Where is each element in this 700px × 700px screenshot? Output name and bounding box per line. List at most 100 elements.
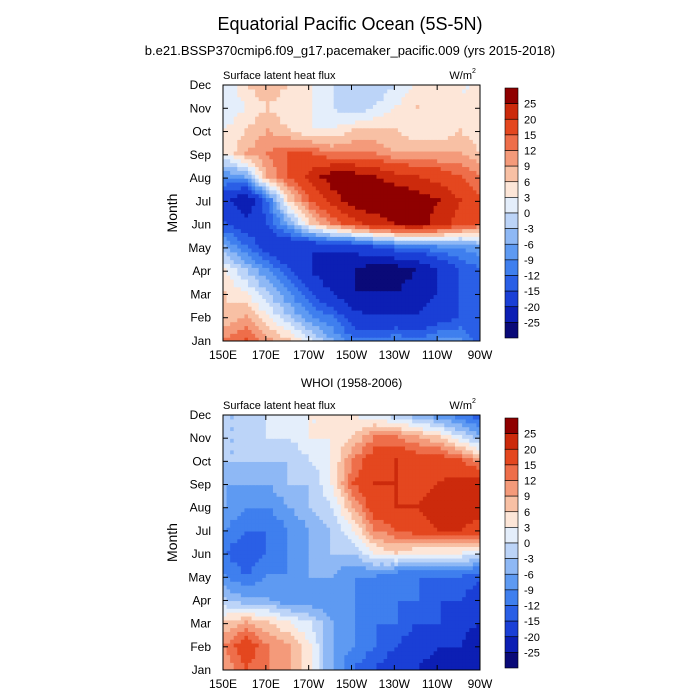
heatmap-cell (322, 275, 328, 280)
heatmap-cell (462, 123, 467, 129)
heatmap-cell (380, 240, 385, 245)
heatmap-cell (476, 193, 480, 199)
heatmap-cell (322, 317, 328, 323)
heatmap-cell (344, 271, 349, 276)
heatmap-cell (272, 158, 278, 164)
heatmap-cell (322, 108, 328, 113)
heatmap-cell (394, 317, 399, 323)
heatmap-cell (283, 178, 288, 183)
heatmap-cell (276, 321, 281, 327)
heatmap-cell (326, 127, 331, 133)
heatmap-cell (351, 213, 356, 218)
heatmap-cell (397, 205, 403, 210)
heatmap-cell (244, 135, 249, 140)
heatmap-cell (308, 337, 313, 341)
heatmap-cell (355, 228, 360, 233)
heatmap-cell (237, 313, 242, 319)
heatmap-cell (415, 247, 420, 253)
heatmap-cell (280, 236, 285, 241)
heatmap-cell (419, 662, 424, 667)
heatmap-cell (437, 147, 442, 152)
heatmap-cell (444, 282, 449, 288)
heatmap-cell (469, 325, 474, 330)
heatmap-cell (262, 321, 267, 327)
heatmap-cell (419, 313, 424, 319)
heatmap-cell (447, 236, 453, 241)
heatmap-cell (262, 135, 267, 140)
heatmap-cell (462, 325, 467, 330)
heatmap-cell (444, 197, 449, 202)
heatmap-cell (390, 108, 395, 113)
heatmap-cell (330, 282, 335, 288)
heatmap-cell (469, 131, 474, 137)
heatmap-cell (401, 306, 406, 311)
heatmap-cell (394, 224, 399, 230)
heatmap-cell (472, 205, 478, 210)
heatmap-cell (312, 154, 317, 160)
heatmap-cell (305, 220, 310, 226)
heatmap-cell (308, 306, 313, 311)
heatmap-cell (401, 189, 406, 195)
heatmap-cell (272, 306, 278, 311)
heatmap-cell (415, 313, 420, 319)
heatmap-cell (376, 147, 381, 152)
heatmap-cell (462, 85, 467, 90)
heatmap-cell (415, 321, 420, 327)
heatmap-cell (365, 251, 370, 257)
heatmap-cell (297, 131, 303, 137)
colorbar-box (504, 243, 519, 261)
heatmap-cell (465, 232, 470, 237)
heatmap-cell (322, 170, 328, 175)
heatmap-cell (465, 174, 470, 179)
heatmap-cell (426, 263, 431, 268)
heatmap-cell (244, 181, 249, 187)
heatmap-cell (333, 213, 338, 218)
heatmap-cell (430, 298, 435, 303)
heatmap-cell (265, 131, 271, 137)
heatmap-cell (319, 119, 324, 125)
heatmap-cell (312, 174, 317, 179)
heatmap-cell (422, 325, 428, 330)
heatmap-cell (301, 228, 306, 233)
heatmap-cell (233, 228, 238, 233)
heatmap-cell (437, 240, 442, 245)
heatmap-cell (340, 143, 345, 148)
heatmap-cell (455, 309, 460, 315)
heatmap-cell (365, 96, 370, 102)
heatmap-cell (330, 127, 335, 133)
heatmap-cell (340, 135, 345, 140)
colorbar-label: -25 (524, 317, 540, 329)
heatmap-cell (294, 333, 299, 338)
heatmap-cell (237, 213, 242, 218)
heatmap-cell (305, 325, 310, 330)
heatmap-cell (430, 92, 435, 98)
heatmap-cell (269, 162, 274, 168)
heatmap-cell (412, 333, 417, 338)
heatmap-cell (230, 224, 235, 230)
heatmap-cell (476, 116, 480, 121)
heatmap-cell (322, 290, 328, 296)
heatmap-cell (380, 259, 385, 265)
heatmap-cell (412, 88, 417, 94)
heatmap-cell (426, 116, 431, 121)
heatmap-cell (258, 290, 263, 296)
heatmap-cell (447, 306, 453, 311)
heatmap-cell (265, 329, 271, 334)
heatmap-cell (426, 123, 431, 129)
heatmap-cell (383, 209, 388, 214)
heatmap-cell (465, 178, 470, 183)
heatmap-cell (430, 158, 435, 164)
heatmap-cell (223, 85, 228, 90)
heatmap-cell (369, 666, 374, 670)
heatmap-cell (433, 127, 438, 133)
heatmap-cell (426, 309, 431, 315)
heatmap-cell (247, 116, 253, 121)
heatmap-cell (283, 259, 288, 265)
heatmap-cell (408, 228, 413, 233)
x-tick-label: 170E (252, 348, 280, 362)
heatmap-cell (237, 263, 242, 268)
heatmap-cell (372, 147, 378, 152)
heatmap-cell (308, 251, 313, 257)
heatmap-cell (351, 92, 356, 98)
heatmap-cell (447, 216, 453, 222)
